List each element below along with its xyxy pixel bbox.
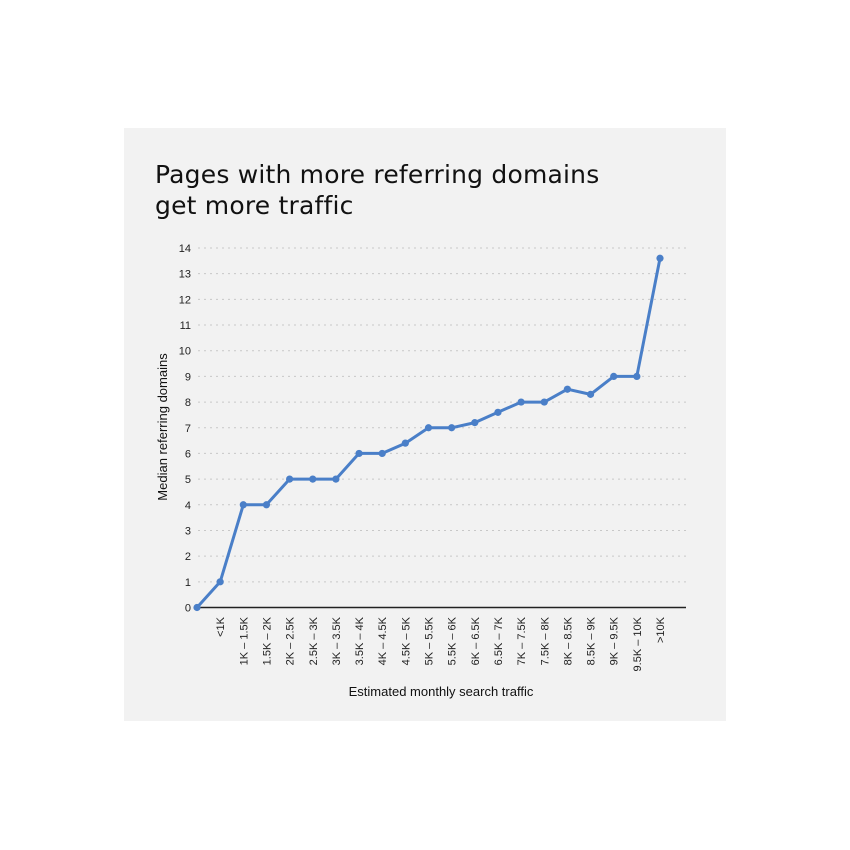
data-point — [216, 578, 224, 586]
data-point — [633, 372, 641, 380]
data-point — [517, 398, 525, 406]
data-point — [193, 603, 201, 612]
x-tick-label: 4.5K – 5K — [400, 616, 412, 665]
data-point — [471, 419, 479, 427]
data-point — [494, 408, 502, 416]
data-point — [355, 449, 363, 458]
y-tick-label: 13 — [179, 269, 191, 281]
x-tick-label: 7.5K – 8K — [539, 616, 551, 665]
y-tick-label: 9 — [185, 371, 191, 383]
data-point — [262, 501, 271, 509]
x-tick-label: 1K – 1.5K — [238, 616, 250, 665]
x-tick-label: 5.5K – 6K — [447, 616, 459, 665]
data-point — [656, 254, 664, 262]
gridlines — [198, 247, 686, 583]
y-tick-label: 2 — [185, 551, 191, 563]
x-tick-label: 8.5K – 9K — [586, 616, 598, 665]
x-tick-label: >10K — [655, 616, 667, 643]
chart-title-line-1: Pages with more referring domains — [155, 160, 600, 189]
x-tick-label: 1.5K – 2K — [261, 616, 273, 665]
data-point — [239, 501, 247, 509]
x-tick-label: 2.5K – 3K — [308, 616, 320, 665]
data-point — [586, 390, 595, 398]
data-point — [309, 475, 317, 483]
x-tick-label: 3K – 3.5K — [331, 616, 343, 665]
x-tick-label: 6K – 6.5K — [470, 616, 482, 665]
chart-title-line-2: get more traffic — [155, 191, 354, 220]
y-tick-label: 4 — [185, 500, 191, 512]
x-tick-label: 5K – 5.5K — [424, 616, 436, 665]
data-point — [401, 439, 409, 447]
data-point — [540, 398, 548, 406]
data-point — [378, 449, 386, 458]
x-axis-label: Estimated monthly search traffic — [349, 684, 534, 699]
y-tick-label: 10 — [179, 346, 191, 358]
x-tick-label: 9.5K – 10K — [632, 616, 644, 671]
y-tick-label: 0 — [185, 603, 191, 615]
chart-card — [124, 128, 726, 721]
data-point — [286, 475, 294, 483]
y-tick-label: 1 — [185, 577, 191, 589]
data-point — [448, 424, 456, 432]
data-point — [563, 385, 572, 393]
y-tick-label: 12 — [179, 294, 191, 306]
y-tick-label: 7 — [185, 423, 191, 435]
y-tick-label: 8 — [185, 397, 191, 409]
y-tick-label: 3 — [185, 525, 191, 537]
x-tick-label: 2K – 2.5K — [285, 616, 297, 665]
x-tick-label: 7K – 7.5K — [516, 616, 528, 665]
x-tick-label: 8K – 8.5K — [562, 616, 574, 665]
y-tick-label: 11 — [180, 320, 191, 332]
x-tick-label: 3.5K – 4K — [354, 616, 366, 665]
data-point — [424, 424, 433, 432]
x-tick-label: 4K – 4.5K — [377, 616, 389, 665]
x-tick-label: 6.5K – 7K — [493, 616, 505, 665]
data-point — [610, 372, 618, 380]
y-tick-label: 5 — [185, 474, 191, 486]
chart-title: Pages with more referring domains get mo… — [155, 159, 655, 221]
data-points — [193, 254, 664, 612]
y-tick-label: 14 — [179, 243, 191, 255]
x-tick-label: 9K – 9.5K — [609, 616, 621, 665]
series-line — [195, 256, 662, 609]
y-axis-label: Median referring domains — [155, 353, 170, 501]
x-tick-labels: <1K 1K – 1.5K 1.5K – 2K 2K – 2.5K 2.5K – 3K 3… — [215, 616, 667, 671]
x-tick-label: <1K — [215, 616, 227, 637]
data-point — [332, 475, 340, 483]
y-tick-label: 6 — [185, 448, 191, 460]
